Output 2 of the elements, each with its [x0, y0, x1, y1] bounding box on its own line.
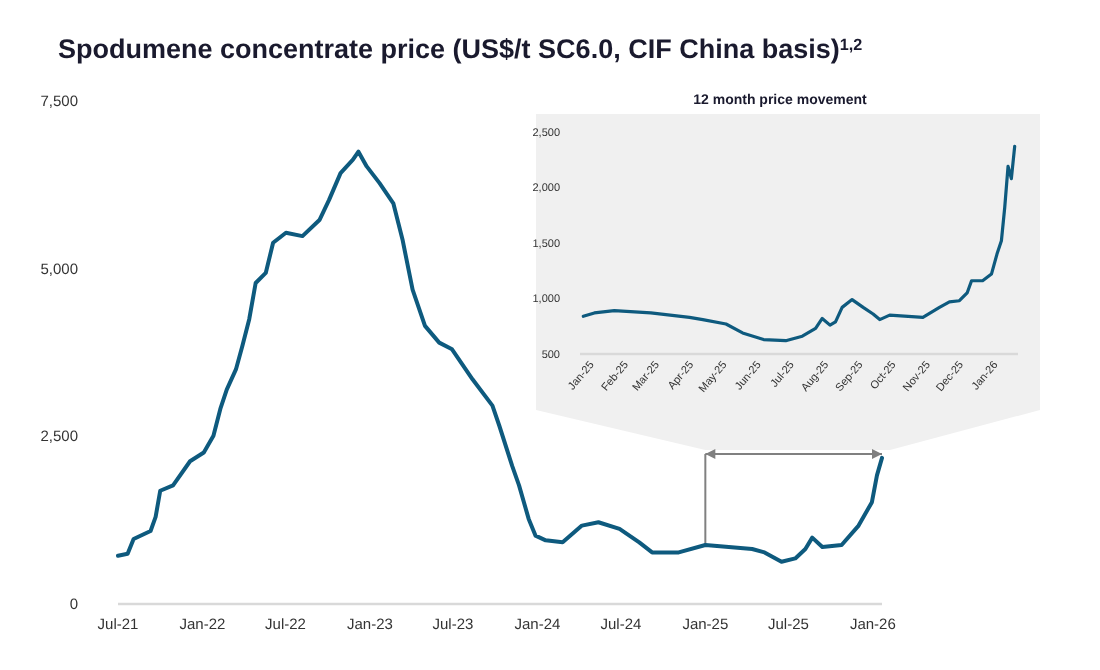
- chart-title: Spodumene concentrate price (US$/t SC6.0, CIF China basis)$^{1,2}$: [58, 34, 864, 64]
- line-series: [581, 144, 1017, 343]
